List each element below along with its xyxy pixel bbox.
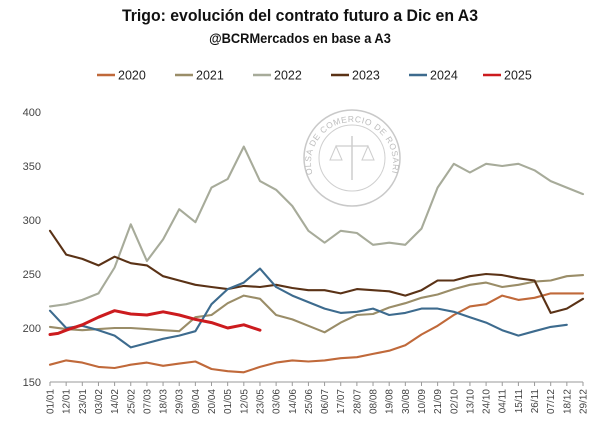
legend-label-2022: 2022 [274,69,302,83]
x-tick-label: 17/07 [336,389,347,414]
x-tick-label: 04/11 [498,389,509,414]
x-tick-label: 25/06 [304,389,315,414]
seal-inner-ring [318,124,386,192]
series-line-2021 [48,274,585,334]
chart-title: Trigo: evolución del contrato futuro a D… [121,6,479,25]
x-tick-label: 26/11 [530,389,541,414]
chart-legend: 2020 2021 2022 2023 2024 2025 [97,69,532,83]
x-tick-label: 18/12 [562,389,573,414]
series-line-2023 [48,229,585,314]
x-tick-label: 20/04 [207,389,218,414]
y-tick-label: 350 [23,161,41,173]
legend-label-2021: 2021 [196,69,224,83]
x-tick-label: 06/07 [320,389,331,414]
series-line-2025 [48,309,262,336]
y-tick-label: 400 [23,107,41,119]
x-tick-label: 12/01 [62,389,73,414]
series-lines [48,145,585,374]
x-tick-label: 07/12 [546,389,557,414]
x-tick-label: 02/10 [449,389,460,414]
chart-subtitle: @BCRMercados en base a A3 [209,31,391,46]
y-tick-label: 150 [23,377,41,389]
seal-text: BOLSA DE COMERCIO DE ROSARIO [0,0,401,176]
x-tick-label: 14/06 [288,389,299,414]
x-axis: 01/01 12/01 23/01 03/02 14/02 25/02 07/03 18/03… [46,381,590,414]
series-line-2020 [48,292,585,374]
x-tick-label: 03/02 [94,389,105,414]
seal-outer-ring [303,109,401,207]
x-tick-label: 24/10 [482,389,493,414]
legend-label-2025: 2025 [504,69,532,83]
x-tick-label: 01/01 [46,389,57,414]
legend-label-2024: 2024 [430,69,458,83]
series-line-2022 [48,145,585,308]
x-tick-label: 08/08 [369,389,380,414]
series-line-2024 [48,267,568,349]
x-tick-label: 29/12 [579,389,590,414]
x-tick-label: 15/11 [514,389,525,414]
legend-label-2023: 2023 [352,69,380,83]
x-tick-label: 28/07 [352,389,363,414]
x-tick-label: 07/03 [142,389,153,414]
x-tick-label: 03/06 [272,389,283,414]
x-tick-label: 30/08 [401,389,412,414]
bcr-seal-watermark: BOLSA DE COMERCIO DE ROSARIO [0,0,401,207]
x-tick-label: 09/04 [191,389,202,414]
x-tick-label: 23/01 [78,389,89,414]
x-tick-label: 23/05 [255,389,266,414]
x-tick-label: 10/09 [417,389,428,414]
y-tick-label: 250 [23,269,41,281]
x-tick-label: 12/05 [239,389,250,414]
x-tick-label: 13/10 [465,389,476,414]
y-tick-label: 200 [23,323,41,335]
x-tick-label: 21/09 [433,389,444,414]
x-tick-label: 01/05 [223,389,234,414]
x-tick-label: 14/02 [110,389,121,414]
x-tick-label: 25/02 [126,389,137,414]
y-axis: 150 200 250 300 350 400 [23,107,41,389]
y-tick-label: 300 [23,215,41,227]
legend-label-2020: 2020 [118,69,146,83]
x-tick-label: 29/03 [175,389,186,414]
x-tick-label: 19/08 [385,389,396,414]
x-tick-label: 18/03 [159,389,170,414]
